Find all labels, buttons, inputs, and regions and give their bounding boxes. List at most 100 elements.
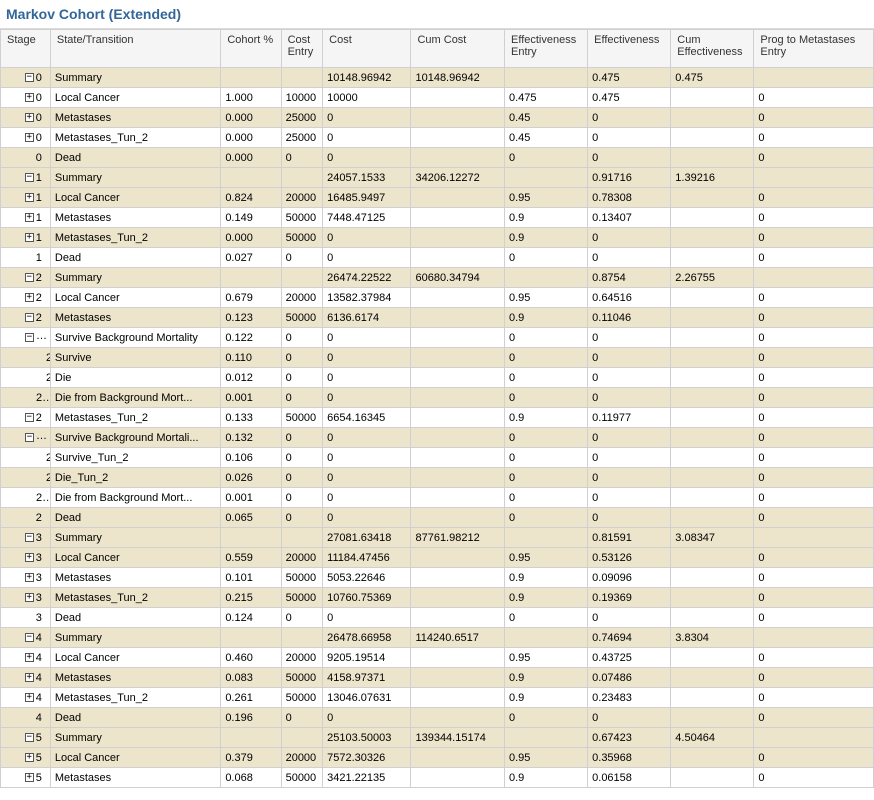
expand-toggle-icon[interactable]: + xyxy=(25,113,34,122)
table-row[interactable]: 2Die from Background Mort...0.00100000 xyxy=(1,388,874,408)
col-cumc[interactable]: Cum Cost xyxy=(411,30,505,68)
table-row[interactable]: +2Local Cancer0.6792000013582.379840.950… xyxy=(1,288,874,308)
expand-toggle-icon[interactable]: − xyxy=(25,313,34,322)
table-row[interactable]: +1Local Cancer0.8242000016485.94970.950.… xyxy=(1,188,874,208)
col-coste[interactable]: Cost Entry xyxy=(281,30,323,68)
table-row[interactable]: −4Summary26478.66958114240.65170.746943.… xyxy=(1,628,874,648)
cell-stage: +2 xyxy=(1,288,51,308)
expand-toggle-icon[interactable]: − xyxy=(25,413,34,422)
cell-cohort: 0.106 xyxy=(221,448,281,468)
cell-cum-cost xyxy=(411,108,505,128)
cell-state: Summary xyxy=(50,168,220,188)
table-row[interactable]: +5Metastases0.068500003421.221350.90.061… xyxy=(1,768,874,788)
table-row[interactable]: +4Metastases0.083500004158.973710.90.074… xyxy=(1,668,874,688)
col-stage[interactable]: Stage xyxy=(1,30,51,68)
cell-effectiveness: 0.8754 xyxy=(588,268,671,288)
col-eff[interactable]: Effectiveness xyxy=(588,30,671,68)
table-row[interactable]: +3Metastases0.101500005053.226460.90.090… xyxy=(1,568,874,588)
expand-toggle-icon[interactable]: + xyxy=(25,673,34,682)
table-row[interactable]: 0Dead0.00000000 xyxy=(1,148,874,168)
table-row[interactable]: 1Dead0.02700000 xyxy=(1,248,874,268)
cell-cum-cost xyxy=(411,208,505,228)
table-row[interactable]: +1Metastases_Tun_20.0005000000.900 xyxy=(1,228,874,248)
expand-toggle-icon[interactable]: − xyxy=(25,633,34,642)
table-row[interactable]: 3Dead0.12400000 xyxy=(1,608,874,628)
cell-cum-cost: 10148.96942 xyxy=(411,68,505,88)
expand-toggle-icon[interactable]: + xyxy=(25,133,34,142)
table-row[interactable]: 2Die_Tun_20.02600000 xyxy=(1,468,874,488)
expand-toggle-icon[interactable]: − xyxy=(25,73,34,82)
table-row[interactable]: +5Local Cancer0.379200007572.303260.950.… xyxy=(1,748,874,768)
expand-toggle-icon[interactable]: − xyxy=(25,173,34,182)
cell-cum-cost xyxy=(411,568,505,588)
expand-toggle-icon[interactable]: + xyxy=(25,293,34,302)
cell-cum-cost xyxy=(411,288,505,308)
table-row[interactable]: −2Metastases0.123500006136.61740.90.1104… xyxy=(1,308,874,328)
table-row[interactable]: 4Dead0.19600000 xyxy=(1,708,874,728)
table-row[interactable]: 2Dead0.06500000 xyxy=(1,508,874,528)
cell-cohort: 0.083 xyxy=(221,668,281,688)
table-row[interactable]: −5Summary25103.50003139344.151740.674234… xyxy=(1,728,874,748)
cell-cum-effectiveness xyxy=(671,708,754,728)
table-row[interactable]: −3Summary27081.6341887761.982120.815913.… xyxy=(1,528,874,548)
stage-value: 0 xyxy=(36,72,42,84)
table-row[interactable]: +3Metastases_Tun_20.2155000010760.753690… xyxy=(1,588,874,608)
table-row[interactable]: −2Survive Background Mortali...0.1320000… xyxy=(1,428,874,448)
expand-toggle-icon[interactable]: − xyxy=(25,733,34,742)
expand-toggle-icon[interactable]: − xyxy=(25,433,34,442)
cell-cost-entry: 25000 xyxy=(281,108,323,128)
table-row[interactable]: 2Survive_Tun_20.10600000 xyxy=(1,448,874,468)
cell-cum-effectiveness xyxy=(671,88,754,108)
cell-stage: 2 xyxy=(1,448,51,468)
expand-toggle-icon[interactable]: + xyxy=(25,693,34,702)
expand-toggle-icon[interactable]: − xyxy=(25,273,34,282)
table-row[interactable]: −2Survive Background Mortality0.12200000 xyxy=(1,328,874,348)
col-cume[interactable]: Cum Effectiveness xyxy=(671,30,754,68)
table-row[interactable]: −0Summary10148.9694210148.969420.4750.47… xyxy=(1,68,874,88)
cell-effectiveness-entry: 0.9 xyxy=(505,688,588,708)
table-row[interactable]: −2Metastases_Tun_20.133500006654.163450.… xyxy=(1,408,874,428)
cell-effectiveness-entry: 0 xyxy=(505,368,588,388)
table-row[interactable]: +3Local Cancer0.5592000011184.474560.950… xyxy=(1,548,874,568)
expand-toggle-icon[interactable]: + xyxy=(25,593,34,602)
cell-effectiveness-entry: 0 xyxy=(505,468,588,488)
cell-effectiveness: 0 xyxy=(588,248,671,268)
stage-value: 4 xyxy=(36,692,42,704)
col-prog[interactable]: Prog to Metastases Entry xyxy=(754,30,874,68)
col-state[interactable]: State/Transition xyxy=(50,30,220,68)
expand-toggle-icon[interactable]: + xyxy=(25,233,34,242)
expand-toggle-icon[interactable]: + xyxy=(25,553,34,562)
expand-toggle-icon[interactable]: + xyxy=(25,573,34,582)
table-row[interactable]: +1Metastases0.149500007448.471250.90.134… xyxy=(1,208,874,228)
table-row[interactable]: +0Metastases_Tun_20.0002500000.4500 xyxy=(1,128,874,148)
expand-toggle-icon[interactable]: + xyxy=(25,213,34,222)
cell-cost-entry: 20000 xyxy=(281,648,323,668)
cell-cost-entry: 50000 xyxy=(281,228,323,248)
expand-toggle-icon[interactable]: + xyxy=(25,653,34,662)
table-row[interactable]: +0Local Cancer1.00010000100000.4750.4750 xyxy=(1,88,874,108)
table-row[interactable]: −2Summary26474.2252260680.347940.87542.2… xyxy=(1,268,874,288)
cell-cohort: 0.133 xyxy=(221,408,281,428)
col-effe[interactable]: Effectiveness Entry xyxy=(505,30,588,68)
expand-toggle-icon[interactable]: − xyxy=(25,333,34,342)
table-row[interactable]: +4Metastases_Tun_20.2615000013046.076310… xyxy=(1,688,874,708)
cell-cost: 0 xyxy=(323,248,411,268)
expand-toggle-icon[interactable]: + xyxy=(25,753,34,762)
cell-cum-cost: 114240.6517 xyxy=(411,628,505,648)
expand-toggle-icon[interactable]: + xyxy=(25,773,34,782)
expand-toggle-icon[interactable]: + xyxy=(25,93,34,102)
stage-value: 0 xyxy=(36,92,42,104)
expand-toggle-icon[interactable]: + xyxy=(25,193,34,202)
cell-prog-metastases: 0 xyxy=(754,508,874,528)
cell-prog-metastases: 0 xyxy=(754,448,874,468)
table-row[interactable]: +0Metastases0.0002500000.4500 xyxy=(1,108,874,128)
expand-toggle-icon[interactable]: − xyxy=(25,533,34,542)
table-row[interactable]: +4Local Cancer0.460200009205.195140.950.… xyxy=(1,648,874,668)
table-row[interactable]: 2Survive0.11000000 xyxy=(1,348,874,368)
col-cost[interactable]: Cost xyxy=(323,30,411,68)
table-row[interactable]: 2Die0.01200000 xyxy=(1,368,874,388)
table-row[interactable]: −1Summary24057.153334206.122720.917161.3… xyxy=(1,168,874,188)
table-row[interactable]: 2Die from Background Mort...0.00100000 xyxy=(1,488,874,508)
col-cohort[interactable]: Cohort % xyxy=(221,30,281,68)
table-body: −0Summary10148.9694210148.969420.4750.47… xyxy=(1,68,874,788)
